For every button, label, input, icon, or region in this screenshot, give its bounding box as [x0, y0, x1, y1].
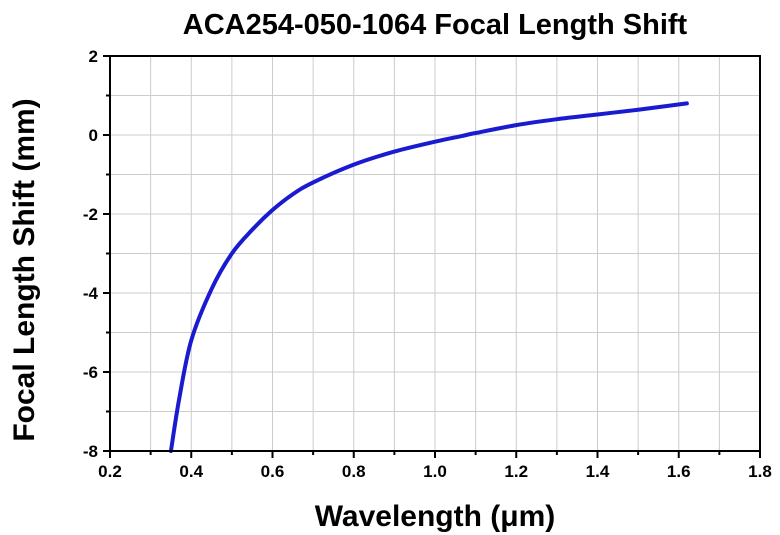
y-axis-title: Focal Length Shift (mm) [8, 98, 41, 441]
x-axis-title: Wavelength (μm) [315, 500, 556, 533]
chart-title: ACA254-050-1064 Focal Length Shift [183, 9, 688, 41]
y-tick-label: 2 [89, 47, 98, 66]
x-tick-label: 1.0 [423, 462, 447, 481]
x-tick-label: 1.8 [748, 462, 772, 481]
x-tick-label: 0.2 [98, 462, 122, 481]
x-tick-label: 1.6 [667, 462, 691, 481]
x-tick-label: 0.6 [261, 462, 285, 481]
x-tick-label: 0.8 [342, 462, 366, 481]
y-tick-label: -8 [83, 442, 98, 461]
y-tick-labels: -8 -6 -4 -2 0 2 [83, 47, 99, 461]
x-tick-labels: 0.2 0.4 0.6 0.8 1.0 1.2 1.4 1.6 1.8 [98, 462, 772, 481]
x-tick-label: 1.2 [504, 462, 528, 481]
x-tick-label: 1.4 [586, 462, 610, 481]
y-tick-label: -6 [83, 363, 98, 382]
ticks [103, 55, 761, 458]
y-tick-label: 0 [89, 126, 98, 145]
series [168, 101, 689, 453]
x-tick-label: 0.4 [179, 462, 203, 481]
y-tick-label: -2 [83, 205, 98, 224]
plot-frame [109, 55, 761, 452]
focal-shift-line [168, 101, 689, 453]
y-tick-label: -4 [83, 284, 99, 303]
grid [110, 56, 760, 451]
